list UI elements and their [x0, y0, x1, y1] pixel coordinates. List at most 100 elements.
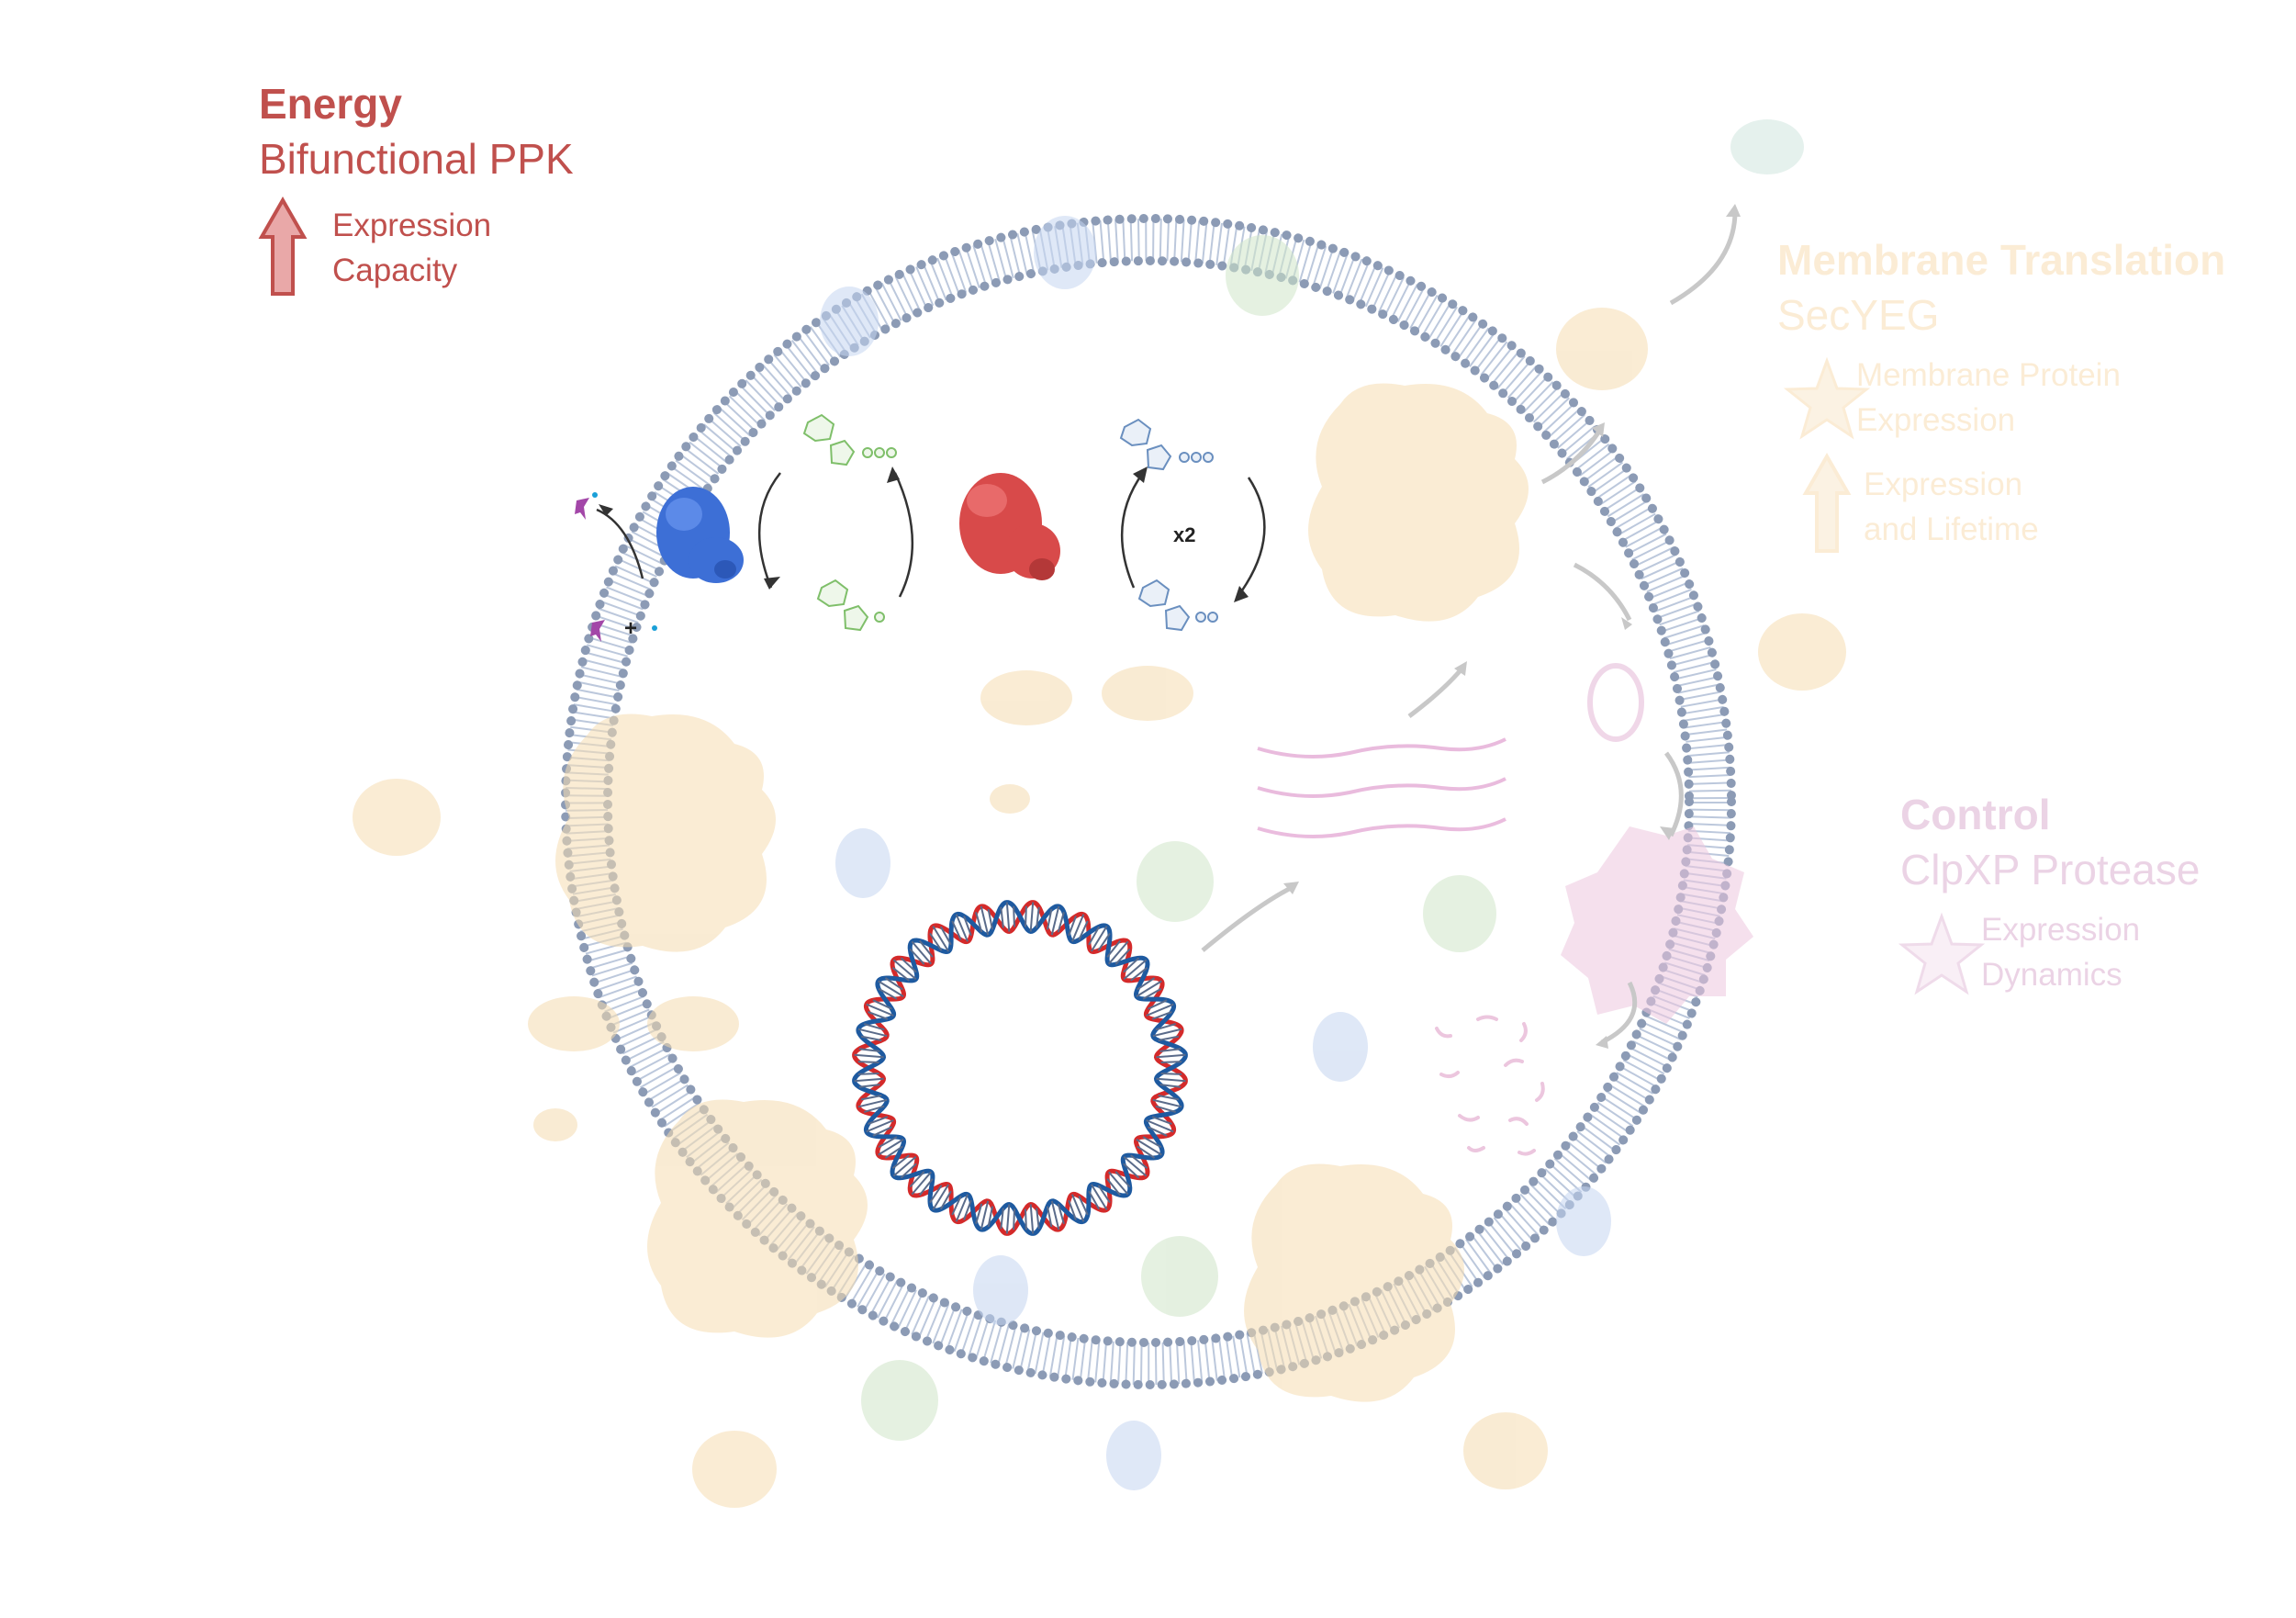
dna-base-pair — [860, 1035, 882, 1041]
dna-base-pair — [878, 1139, 904, 1156]
control-item-dynamics: Dynamics — [1981, 957, 2122, 993]
protein-shape — [1141, 1236, 1218, 1317]
protein-shape — [973, 1255, 1028, 1325]
dna-base-pair — [911, 940, 932, 965]
dna-base-pair — [929, 1185, 943, 1204]
polyp-shape — [575, 498, 589, 520]
dna-base-pair — [1159, 1084, 1182, 1088]
clpxp-shape — [1561, 826, 1753, 1024]
dna-base-pair — [1130, 1154, 1148, 1169]
dna-base-pair — [1088, 926, 1101, 946]
multiplier-label: x2 — [1173, 523, 1195, 546]
dna-base-pair — [951, 1196, 962, 1216]
dna-base-pair — [891, 1154, 910, 1169]
dna-base-pair — [1050, 1200, 1060, 1230]
control-title: Control — [1900, 791, 2051, 838]
control-item-expression: Expression — [1981, 912, 2141, 948]
dna-base-pair — [1155, 1105, 1176, 1113]
dna-base-pair — [857, 1073, 879, 1075]
dna-base-pair — [1106, 939, 1121, 958]
dna-base-pair — [1137, 1145, 1156, 1159]
dna-base-pair — [1123, 959, 1148, 980]
dna-base-pair — [1078, 920, 1089, 940]
dna-base-pair — [1146, 1003, 1174, 1017]
dna-base-pair — [1156, 1077, 1186, 1083]
dna-base-pair — [1160, 1073, 1182, 1075]
dna-base-pair — [1123, 957, 1140, 973]
dna-base-pair — [1137, 977, 1156, 991]
cycle-arrowhead — [1234, 586, 1249, 602]
dna-base-pair — [1152, 1028, 1182, 1038]
dna-base-pair — [932, 1184, 949, 1210]
dna-base-pair — [1091, 1184, 1108, 1210]
dna-base-pair — [932, 926, 949, 952]
dna-base-pair — [1114, 948, 1131, 965]
dna-base-pair — [878, 987, 898, 1000]
dna-base-pair — [858, 1084, 880, 1088]
dna-base-pair — [911, 1171, 932, 1196]
phosphate-dot — [592, 492, 598, 498]
dna-base-pair — [1068, 1199, 1077, 1220]
dna-base-pair — [858, 1048, 880, 1052]
ribosome-shape — [1244, 1163, 1464, 1402]
dna-base-pair — [1142, 987, 1162, 1000]
cycle-arc-right — [893, 472, 914, 598]
dna-base-pair — [1047, 1206, 1053, 1228]
dna-base-pair — [864, 1023, 885, 1031]
dna-base-pair — [872, 1126, 892, 1137]
protein-shape — [820, 287, 879, 356]
dna-base-pair — [1025, 1208, 1027, 1230]
dna-base-pair — [1158, 1095, 1180, 1101]
dna-base-pair — [963, 1199, 972, 1220]
dna-base-pair — [987, 908, 993, 930]
ribosome-small-shape — [990, 784, 1030, 814]
dna-base-pair — [1005, 1204, 1011, 1234]
protein-shape — [1034, 216, 1096, 289]
polyp-arrowhead — [599, 504, 613, 516]
dna-base-pair — [1029, 1204, 1035, 1234]
dna-base-pair — [975, 1203, 983, 1224]
cycle-arrowhead — [887, 466, 900, 483]
nucleotide-green-triphosphate — [802, 413, 897, 466]
dna-base-pair — [900, 957, 917, 973]
dna-base-pair — [1097, 932, 1111, 951]
dna-base-pair — [951, 920, 962, 940]
dna-base-pair — [980, 905, 990, 936]
dna-base-pair — [1155, 1023, 1176, 1031]
star-icon — [1783, 356, 1871, 440]
dna-base-pair — [1036, 1208, 1040, 1230]
protein-shape — [1106, 1421, 1161, 1490]
polyp-arrow — [596, 508, 644, 579]
protein-shape — [861, 1360, 938, 1441]
ribosome-small-shape — [980, 670, 1072, 725]
dna-base-pair — [1029, 902, 1035, 932]
dna-base-pair — [864, 1105, 885, 1113]
dna-base-pair — [1025, 905, 1027, 927]
dna-base-pair — [854, 1077, 884, 1083]
dna-base-pair — [892, 959, 917, 980]
dna-base-pair — [1130, 967, 1148, 982]
dna-base-pair — [1136, 1139, 1162, 1156]
up-arrow-icon — [258, 196, 308, 296]
dna-base-pair — [1108, 1171, 1129, 1196]
protein-shape — [1313, 1012, 1368, 1082]
membrane-subtitle: SecYEG — [1777, 291, 1940, 339]
dna-base-pair — [1123, 1163, 1140, 1179]
ribosome-shape — [555, 713, 776, 952]
membrane-protein-shape — [353, 779, 441, 856]
dna-base-pair — [1108, 940, 1129, 965]
protein-shape — [1226, 235, 1299, 316]
membrane-protein-shape — [1463, 1412, 1548, 1489]
dna-base-pair — [1114, 1171, 1131, 1188]
protein-shape — [1423, 875, 1496, 952]
phosphate-dot — [652, 625, 657, 631]
membrane-protein-shape — [692, 1431, 777, 1508]
dna-base-pair — [1151, 1011, 1172, 1020]
dna-base-pair — [868, 1116, 889, 1125]
dna-base-pair — [1146, 1119, 1174, 1133]
cycle-arc-right — [1236, 477, 1266, 598]
control-subtitle: ClpXP Protease — [1900, 846, 2201, 893]
dna-base-pair — [891, 967, 910, 982]
membrane-item1-line2: Expression — [1856, 402, 2016, 438]
